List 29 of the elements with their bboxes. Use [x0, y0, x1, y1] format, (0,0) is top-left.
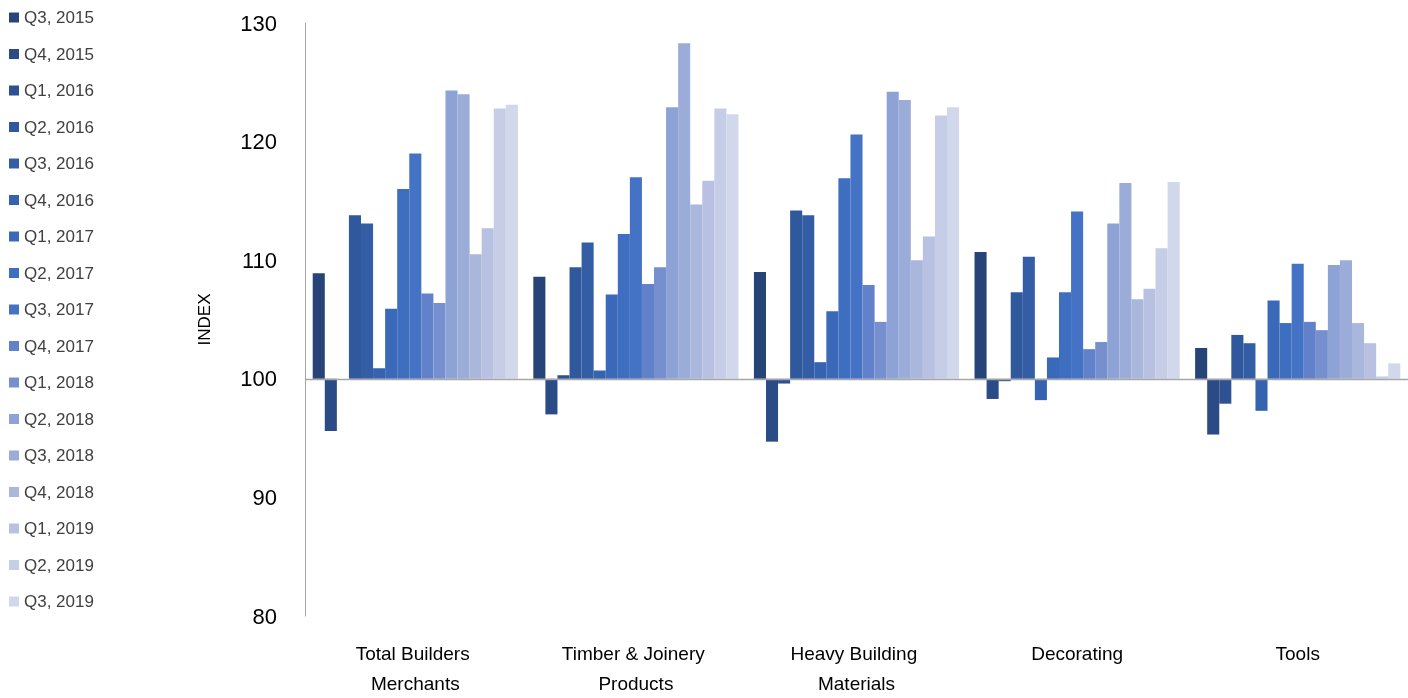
- legend-label: Q3, 2018: [24, 446, 94, 465]
- y-tick-label: 110: [241, 247, 277, 273]
- legend-label: Q4, 2016: [24, 190, 94, 210]
- x-tick-label: Decorating: [1031, 642, 1124, 664]
- legend-label: Q4, 2018: [24, 482, 94, 502]
- x-tick-label: Tools: [1275, 642, 1320, 664]
- legend-label: Q1, 2017: [24, 227, 94, 246]
- y-tick-label: 120: [240, 129, 277, 155]
- legend-label: Q1, 2019: [24, 519, 94, 538]
- legend-label: Q2, 2017: [24, 263, 94, 283]
- x-tick-label: Heavy Building Materials: [790, 642, 923, 694]
- legend-label: Q4, 2017: [24, 336, 94, 356]
- y-tick-label: 80: [252, 603, 277, 629]
- legend-label: Q2, 2018: [24, 409, 94, 429]
- legend-label: Q2, 2016: [24, 117, 94, 137]
- x-tick-label: Timber & Joinery Products: [561, 642, 710, 694]
- legend-label: Q1, 2016: [24, 81, 94, 100]
- legend-label: Q3, 2017: [24, 300, 94, 319]
- legend-label: Q3, 2015: [24, 8, 94, 27]
- y-tick-label: 100: [240, 366, 277, 392]
- legend-label: Q2, 2019: [24, 555, 94, 575]
- x-tick-label: Total Builders Merchants: [355, 642, 475, 694]
- y-axis-title: INDEX: [195, 293, 214, 346]
- legend-label: Q1, 2018: [24, 373, 94, 392]
- y-tick-label: 130: [240, 10, 277, 36]
- legend-label: Q3, 2016: [24, 154, 94, 173]
- legend-label: Q4, 2015: [24, 44, 94, 64]
- legend-label: Q3, 2019: [24, 592, 94, 611]
- y-tick-label: 90: [252, 484, 277, 510]
